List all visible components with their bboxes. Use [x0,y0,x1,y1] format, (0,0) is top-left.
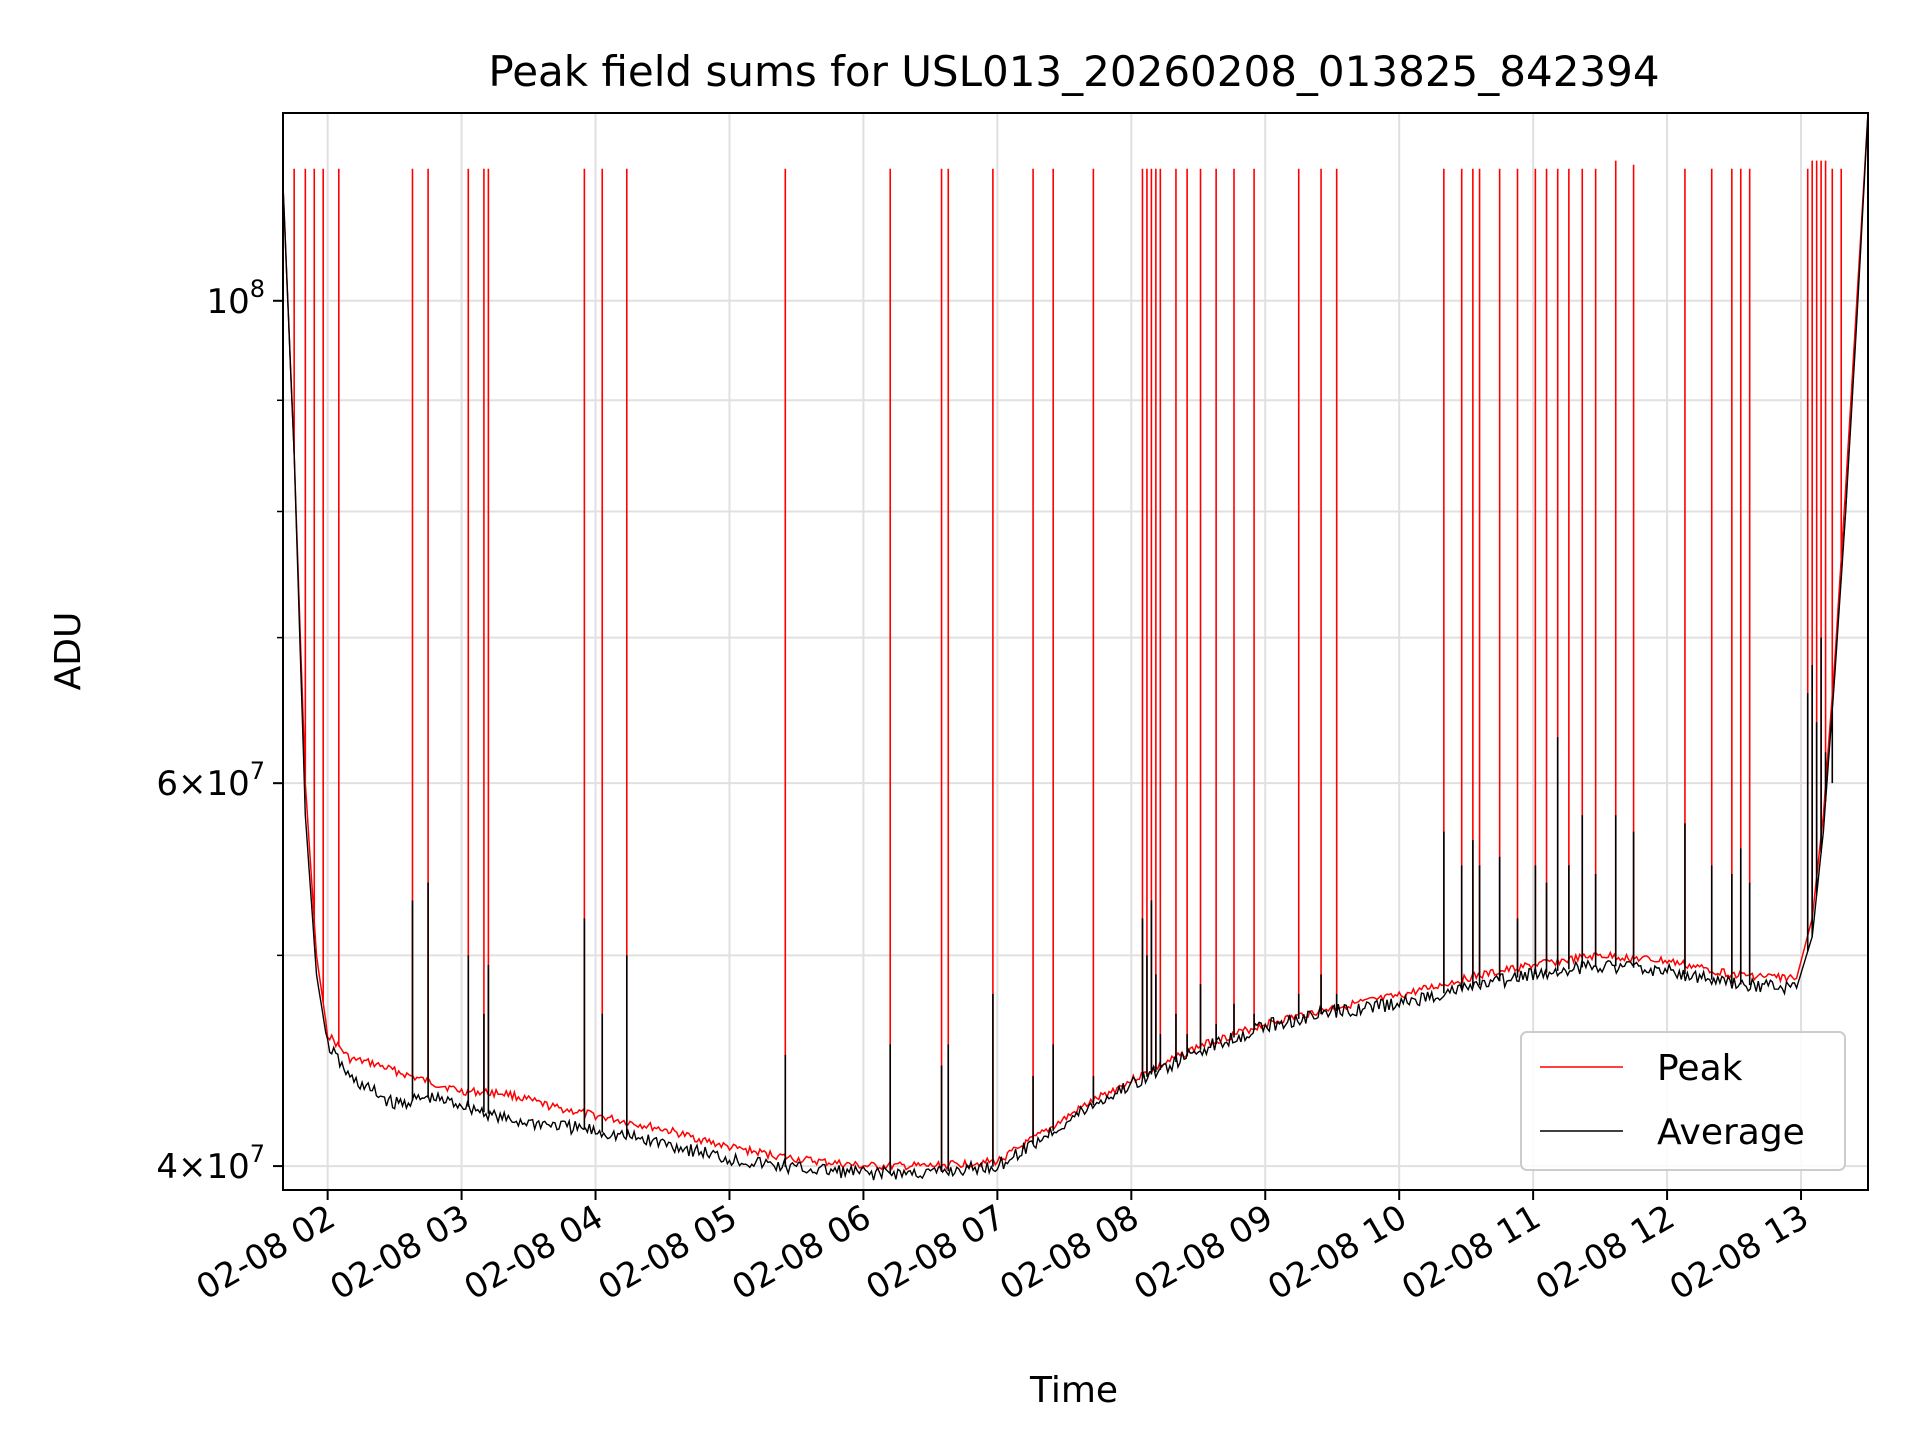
chart-title: Peak field sums for USL013_20260208_0138… [488,47,1659,96]
legend: Peak Average [1520,1031,1846,1171]
grid-layer [283,113,1868,1190]
plot-frame [282,112,1869,1191]
series-layer [283,113,1868,1181]
y-tick-label: 4×107 [156,1140,265,1187]
y-axis-label: ADU [48,612,89,691]
y-tick-label: 6×107 [156,757,265,804]
legend-peak-label: Peak [1657,1048,1743,1089]
y-tick-label: 108 [206,275,265,322]
legend-average-label: Average [1657,1112,1805,1153]
series-line-average [283,113,1868,1181]
x-axis-label: Time [1029,1370,1118,1411]
